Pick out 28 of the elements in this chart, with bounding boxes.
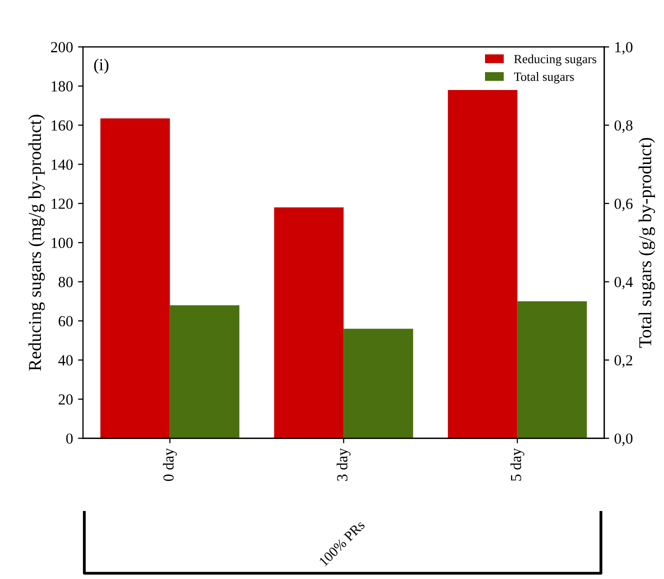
y-tick-label: 140: [52, 159, 73, 170]
y-axis-title: Reducing sugars (mg/g by-product): [28, 114, 45, 371]
bar: [100, 118, 170, 438]
y2-tick-label: 0,4: [614, 276, 633, 290]
x-tick-label: 3 day: [336, 448, 351, 481]
y2-tick-label: 1,0: [615, 42, 632, 55]
bar: [274, 207, 344, 438]
x-tick-label: 5 day: [510, 448, 524, 481]
y-tick-label: 160: [52, 120, 73, 131]
y2-tick-label: 0,6: [614, 198, 633, 212]
y-tick-label: 0: [66, 433, 73, 444]
y2-tick-label: 0,0: [614, 433, 632, 446]
y-tick-label: 60: [58, 316, 73, 326]
y-tick-label: 40: [58, 355, 73, 366]
y2-axis-title: Total sugars (g/g by-product): [638, 138, 656, 348]
y2-tick-label: 0,8: [614, 120, 632, 133]
y-tick-label: 20: [58, 394, 73, 405]
legend-label: Total sugars: [514, 72, 574, 84]
annotation: (i): [94, 58, 108, 74]
x-tick-label: 0 day: [162, 448, 177, 481]
y-tick-label: 80: [58, 276, 73, 288]
y-tick-label: 100: [52, 238, 73, 248]
bar: [448, 90, 518, 438]
y2-tick-label: 0,2: [614, 355, 632, 368]
y-tick-label: 200: [51, 42, 73, 52]
legend-label: Reducing sugars: [514, 54, 596, 66]
y-tick-label: 120: [52, 198, 73, 209]
y-tick-label: 180: [52, 81, 73, 92]
